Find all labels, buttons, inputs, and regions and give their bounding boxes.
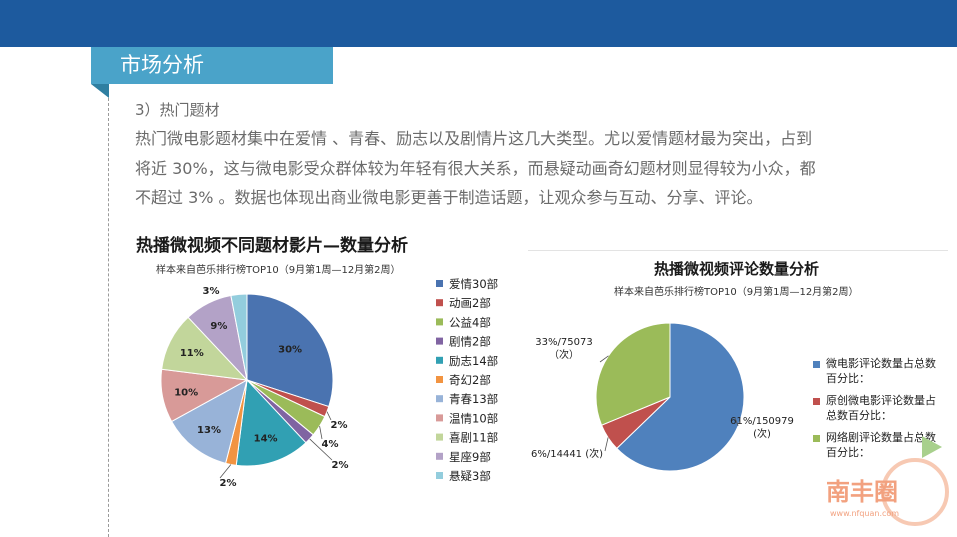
genre-legend-label: 悬疑3部 bbox=[449, 469, 491, 483]
dashed-divider bbox=[108, 98, 109, 537]
comment-data-label: （次） bbox=[549, 348, 579, 361]
genre-legend-label: 动画2部 bbox=[449, 296, 491, 310]
genre-leader-line bbox=[309, 438, 333, 461]
watermark-arrow-icon bbox=[922, 436, 942, 458]
comment-leader-line bbox=[734, 417, 739, 427]
paragraph-line-1: 热门微电影题材集中在爱情 、青春、励志以及剧情片这几大类型。尤以爱情题材最为突出… bbox=[135, 129, 813, 148]
comment-legend: 微电影评论数量占总数百分比： 原创微电影评论数量占总数百分比： 网络剧评论数量占总数… bbox=[813, 356, 936, 459]
genre-legend-label: 爱情30部 bbox=[449, 277, 498, 291]
genre-legend-swatch bbox=[436, 299, 443, 307]
genre-legend-swatch bbox=[436, 433, 443, 441]
genre-legend-label: 喜剧11部 bbox=[449, 431, 498, 445]
comment-slice bbox=[595, 322, 671, 426]
comment-pie bbox=[595, 322, 745, 472]
genre-legend-swatch bbox=[436, 337, 443, 345]
genre-slice bbox=[170, 379, 248, 464]
comment-data-label: 61%/150979 bbox=[730, 416, 794, 427]
comment-legend-swatch bbox=[813, 361, 820, 368]
genre-data-label: 3% bbox=[203, 286, 220, 297]
paragraph-line-2: 将近 30%，这与微电影受众群体较为年轻有很大关系，而悬疑动画奇幻题材则显得较为… bbox=[135, 159, 816, 178]
genre-slice bbox=[235, 378, 307, 467]
watermark-url: www.nfquan.com bbox=[830, 509, 899, 518]
genre-legend-label: 奇幻2部 bbox=[449, 373, 491, 387]
genre-leader-line bbox=[219, 464, 232, 479]
comment-legend-label: 微电影评论数量占总数百分比： bbox=[826, 356, 936, 385]
genre-pie bbox=[160, 293, 334, 467]
comment-legend-swatch bbox=[813, 398, 820, 405]
genre-slice bbox=[246, 293, 334, 408]
genre-legend-label: 公益4部 bbox=[449, 315, 491, 329]
genre-legend-label: 温情10部 bbox=[449, 411, 498, 425]
section-tab bbox=[91, 47, 333, 84]
comment-legend-label: 网络剧评论数量占总数百分比： bbox=[826, 430, 936, 459]
genre-data-label: 10% bbox=[174, 388, 198, 399]
comment-leader-line bbox=[599, 355, 609, 363]
comment-legend-label: 原创微电影评论数量占总数百分比： bbox=[826, 393, 936, 422]
genre-data-label: 14% bbox=[254, 433, 278, 444]
comment-leader-line bbox=[604, 437, 609, 452]
genre-leader-line bbox=[319, 426, 323, 440]
genre-chart-subtitle: 样本来自芭乐排行榜TOP10（9月第1周—12月第2周） bbox=[156, 265, 401, 276]
section-tab-fold bbox=[91, 84, 109, 98]
genre-legend-swatch bbox=[436, 356, 443, 364]
top-banner bbox=[0, 0, 957, 47]
watermark-ring-icon bbox=[881, 458, 949, 526]
comment-data-label: (次) bbox=[753, 427, 771, 440]
genre-legend-label: 青春13部 bbox=[449, 392, 498, 406]
genre-legend-label: 星座9部 bbox=[449, 450, 491, 464]
genre-legend-swatch bbox=[436, 472, 443, 479]
genre-legend-swatch bbox=[436, 395, 443, 403]
genre-legend-swatch bbox=[436, 376, 443, 383]
comment-pie-labels: 61%/150979(次) 6%/14441 (次) 33%/75073（次） bbox=[531, 337, 794, 460]
genre-chart-title: 热播微视频不同题材影片—数量分析 bbox=[136, 236, 408, 256]
genre-leader-line bbox=[326, 411, 332, 421]
watermark-text: 南丰圈 bbox=[826, 478, 898, 506]
genre-legend-swatch bbox=[436, 318, 443, 326]
paragraph-line-3: 不超过 3% 。数据也体现出商业微电影更善于制造话题，让观众参与互动、分享、评论… bbox=[135, 188, 763, 207]
comment-chart-title: 热播微视频评论数量分析 bbox=[654, 260, 820, 278]
genre-legend-label: 励志14部 bbox=[449, 354, 498, 368]
watermark-logo: 南丰圈 www.nfquan.com bbox=[826, 436, 949, 526]
genre-data-label: 11% bbox=[180, 348, 204, 359]
genre-data-label: 13% bbox=[197, 425, 221, 436]
genre-data-label: 2% bbox=[220, 478, 237, 489]
genre-legend-label: 剧情2部 bbox=[449, 335, 491, 349]
genre-legend: 爱情30部动画2部公益4部剧情2部励志14部奇幻2部青春13部温情10部喜剧11… bbox=[436, 277, 498, 483]
comment-data-label: 6%/14441 (次) bbox=[531, 447, 603, 460]
genre-legend-swatch bbox=[436, 414, 443, 422]
genre-legend-swatch bbox=[436, 280, 443, 287]
subheading: 3）热门题材 bbox=[135, 101, 220, 119]
genre-data-label: 2% bbox=[331, 420, 348, 431]
comment-legend-swatch bbox=[813, 435, 820, 442]
section-title: 市场分析 bbox=[120, 53, 204, 77]
genre-data-label: 9% bbox=[210, 321, 227, 332]
genre-slice bbox=[230, 293, 248, 381]
comment-data-label: 33%/75073 bbox=[535, 337, 592, 348]
genre-data-label: 30% bbox=[278, 345, 302, 356]
genre-legend-swatch bbox=[436, 452, 443, 460]
comment-chart-panel bbox=[528, 250, 948, 472]
genre-data-label: 4% bbox=[322, 439, 339, 450]
comment-chart-subtitle: 样本来自芭乐排行榜TOP10（9月第1周—12月第2周） bbox=[614, 287, 859, 298]
genre-data-label: 2% bbox=[332, 460, 349, 471]
genre-pie-labels: 30% 2% 4% 2% 14% 2% 13% 10% 11% 9% 3% bbox=[174, 286, 348, 489]
